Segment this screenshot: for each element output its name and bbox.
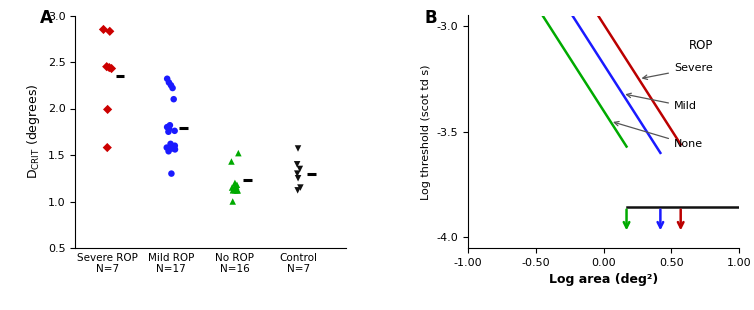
Point xyxy=(292,146,304,151)
Text: B: B xyxy=(425,9,437,27)
Point xyxy=(102,107,114,112)
Point xyxy=(294,185,306,190)
Y-axis label: D$_\mathregular{CRIT}$ (degrees): D$_\mathregular{CRIT}$ (degrees) xyxy=(26,84,42,179)
Point xyxy=(161,125,173,130)
Point xyxy=(291,171,303,176)
Point xyxy=(294,166,306,171)
Text: ROP: ROP xyxy=(689,39,713,52)
Point xyxy=(228,185,241,190)
Point xyxy=(101,64,113,69)
Point xyxy=(227,188,239,193)
Y-axis label: Log threshold (scot td s): Log threshold (scot td s) xyxy=(421,64,431,200)
Point xyxy=(169,128,181,133)
Point xyxy=(292,188,304,193)
Point xyxy=(229,188,241,193)
Point xyxy=(227,199,239,204)
X-axis label: Log area (deg²): Log area (deg²) xyxy=(549,273,658,286)
Point xyxy=(169,143,181,148)
Point xyxy=(231,182,243,187)
Point xyxy=(97,27,109,32)
Point xyxy=(164,123,176,128)
Point xyxy=(231,188,243,193)
Point xyxy=(292,176,304,181)
Point xyxy=(163,126,175,131)
Text: Mild: Mild xyxy=(627,93,697,111)
Point xyxy=(166,146,178,151)
Point xyxy=(231,188,244,193)
Point xyxy=(225,159,238,164)
Point xyxy=(103,65,115,70)
Point xyxy=(104,29,116,34)
Point xyxy=(228,187,240,192)
Text: None: None xyxy=(615,122,703,149)
Point xyxy=(232,151,244,156)
Point xyxy=(164,141,176,146)
Point xyxy=(169,147,181,152)
Text: Severe: Severe xyxy=(643,63,713,79)
Point xyxy=(163,80,175,85)
Point xyxy=(226,185,238,190)
Point xyxy=(167,97,179,102)
Point xyxy=(228,186,241,191)
Point xyxy=(228,187,241,192)
Point xyxy=(106,66,118,71)
Point xyxy=(161,76,173,81)
Point xyxy=(161,145,173,150)
Point xyxy=(230,184,242,189)
Point xyxy=(101,145,113,150)
Point xyxy=(163,149,175,154)
Point xyxy=(167,86,179,91)
Point xyxy=(228,187,240,192)
Point xyxy=(162,129,174,134)
Point xyxy=(291,162,303,167)
Point xyxy=(165,171,177,176)
Text: A: A xyxy=(40,9,53,27)
Point xyxy=(165,83,177,88)
Point xyxy=(229,180,241,185)
